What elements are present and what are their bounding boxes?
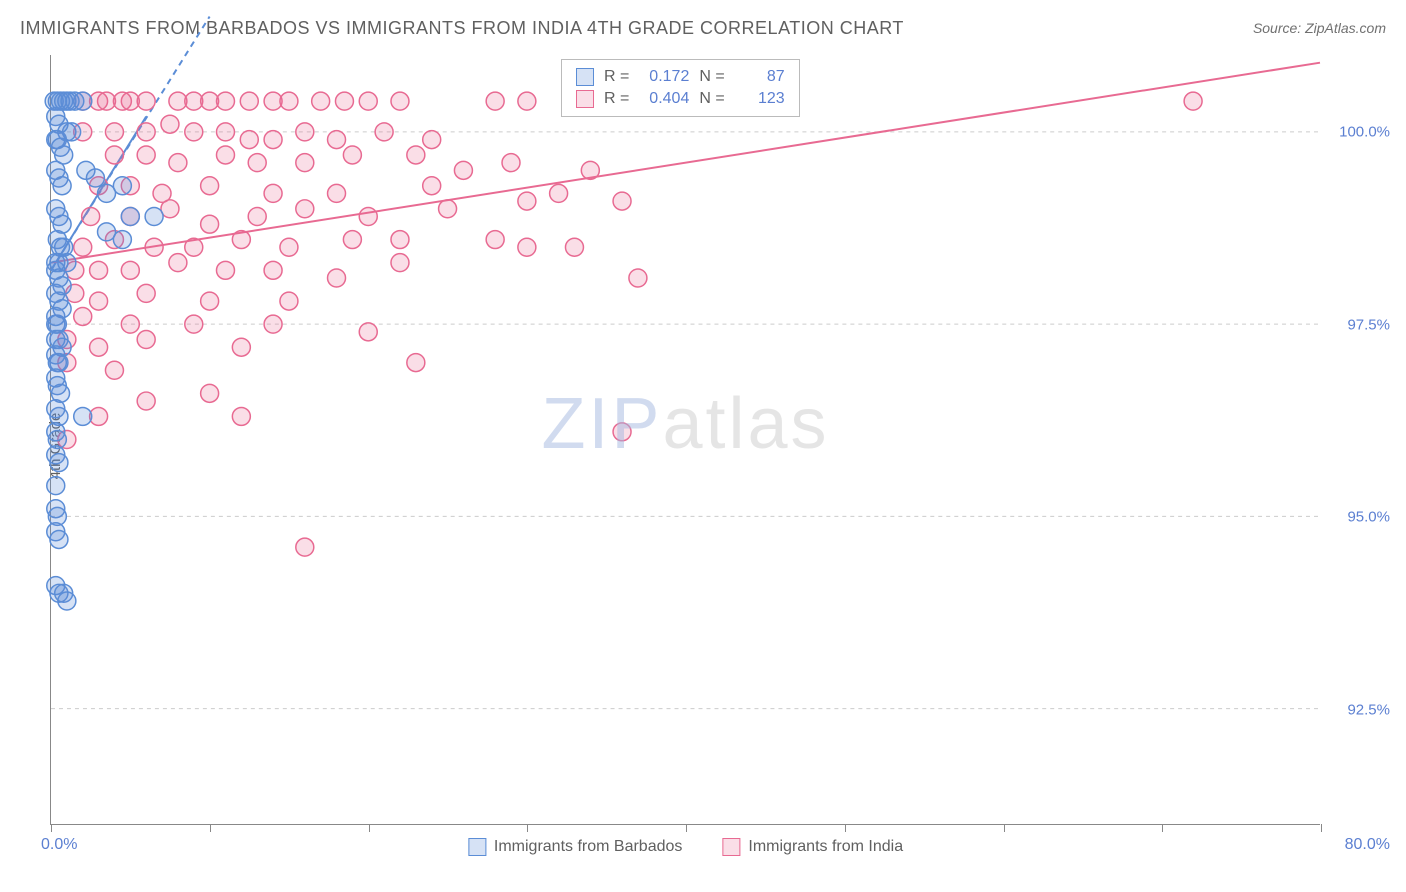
y-tick-label: 100.0% <box>1339 124 1390 141</box>
source-label: Source: ZipAtlas.com <box>1253 20 1386 36</box>
x-tick <box>527 824 528 832</box>
legend-swatch-barbados <box>468 838 486 856</box>
stats-swatch-india <box>576 90 594 108</box>
legend: Immigrants from Barbados Immigrants from… <box>468 838 903 856</box>
legend-label-india: Immigrants from India <box>748 838 903 856</box>
stats-r-label-2: R = <box>604 90 629 108</box>
x-tick <box>210 824 211 832</box>
y-tick-label: 97.5% <box>1347 316 1390 333</box>
plot-area: ZIPatlas R = 0.172 N = 87 R = 0.404 N = … <box>50 55 1320 825</box>
stats-box: R = 0.172 N = 87 R = 0.404 N = 123 <box>561 59 800 117</box>
x-tick <box>1321 824 1322 832</box>
y-tick-label: 92.5% <box>1347 701 1390 718</box>
x-tick <box>1162 824 1163 832</box>
stats-swatch-barbados <box>576 68 594 86</box>
legend-label-barbados: Immigrants from Barbados <box>494 838 683 856</box>
stats-n-barbados: 87 <box>735 68 785 86</box>
chart-title: IMMIGRANTS FROM BARBADOS VS IMMIGRANTS F… <box>20 18 904 39</box>
stats-row-barbados: R = 0.172 N = 87 <box>576 66 785 88</box>
y-tick-label: 95.0% <box>1347 509 1390 526</box>
x-tick <box>369 824 370 832</box>
x-axis-min-label: 0.0% <box>41 836 77 854</box>
x-tick <box>51 824 52 832</box>
stats-row-india: R = 0.404 N = 123 <box>576 88 785 110</box>
legend-swatch-india <box>722 838 740 856</box>
x-tick <box>845 824 846 832</box>
x-axis-max-label: 80.0% <box>1345 836 1390 854</box>
stats-r-barbados: 0.172 <box>639 68 689 86</box>
stats-r-label: R = <box>604 68 629 86</box>
stats-n-india: 123 <box>735 90 785 108</box>
x-tick <box>686 824 687 832</box>
stats-r-india: 0.404 <box>639 90 689 108</box>
legend-item-india: Immigrants from India <box>722 838 903 856</box>
stats-n-label: N = <box>699 68 724 86</box>
stats-n-label-2: N = <box>699 90 724 108</box>
chart-container: IMMIGRANTS FROM BARBADOS VS IMMIGRANTS F… <box>0 0 1406 892</box>
legend-item-barbados: Immigrants from Barbados <box>468 838 683 856</box>
chart-svg <box>51 55 1320 824</box>
x-tick <box>1004 824 1005 832</box>
